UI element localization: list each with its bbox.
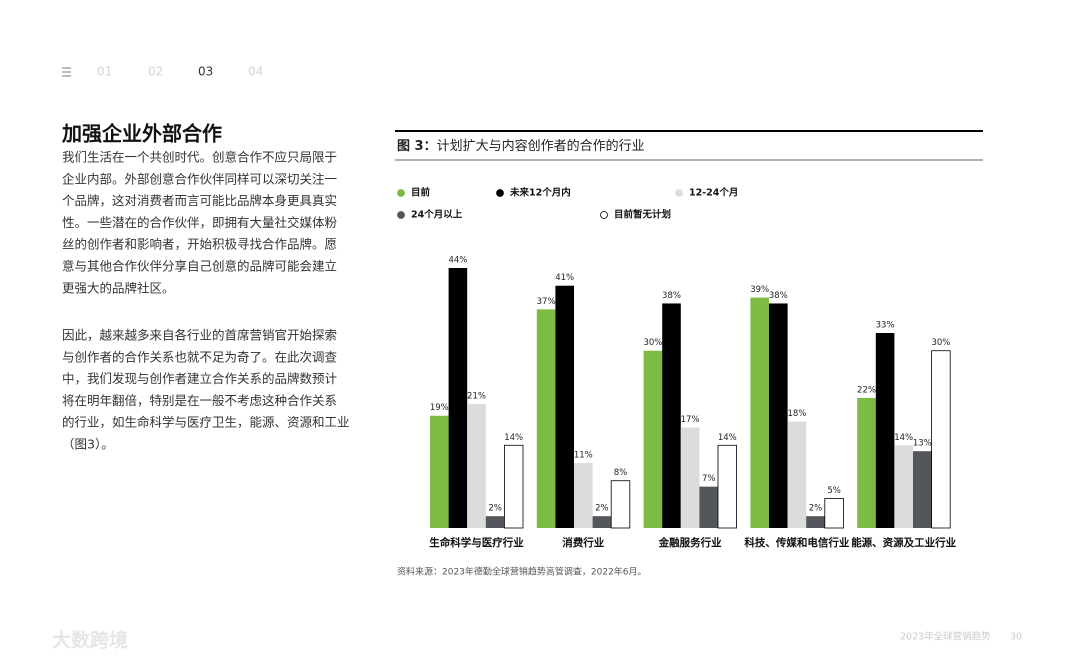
legend-marker	[397, 189, 405, 197]
value-label: 33%	[876, 321, 895, 331]
value-label: 14%	[894, 433, 913, 443]
bar	[750, 297, 769, 528]
chart-title: 图 3：计划扩大与内容创作者的合作的行业	[397, 138, 645, 154]
x-tick-label: 消费行业	[562, 536, 604, 549]
bar	[536, 309, 556, 528]
value-label: 17%	[681, 415, 700, 425]
body-line: 意与其他合作伙伴分享自己创意的品牌可能会建立	[62, 259, 337, 274]
value-label: 39%	[750, 285, 769, 295]
figure-label: 图 3：	[397, 139, 437, 154]
x-tick-label: 能源、资源及工业行业	[851, 536, 956, 549]
legend-label: 24个月以上	[411, 209, 463, 221]
value-label: 8%	[614, 468, 628, 478]
bar	[643, 350, 663, 528]
value-label: 2%	[595, 504, 609, 514]
bar	[610, 480, 631, 529]
body-text: 我们生活在一个共创时代。创意合作不应只局限于企业内部。外部创意合作伙伴同样可以深…	[62, 150, 350, 452]
bar	[824, 498, 844, 529]
value-label: 30%	[643, 338, 662, 348]
footer-title: 2023年全球营销趋势	[900, 631, 991, 643]
legend-label: 目前	[411, 187, 431, 199]
page-number: 30	[1010, 632, 1022, 643]
bar	[467, 403, 486, 528]
body-line: 因此，越来越多来自各行业的首席营销官开始探索	[62, 328, 337, 343]
value-label: 13%	[913, 439, 932, 449]
value-label: 21%	[467, 391, 486, 401]
body-line: 与创作者的合作关系也就不足为奇了。在此次调查	[62, 349, 338, 364]
bar	[894, 445, 913, 528]
bar	[913, 451, 932, 528]
watermark: 大数跨境	[52, 629, 128, 652]
value-label: 41%	[555, 273, 574, 283]
value-label: 7%	[702, 474, 716, 484]
bar	[430, 415, 449, 528]
bar	[555, 285, 574, 528]
body-line: （图3）。	[62, 437, 114, 452]
legend-marker	[496, 189, 504, 197]
bar	[857, 398, 876, 528]
value-label: 22%	[857, 386, 876, 396]
body-line: 我们生活在一个共创时代。创意合作不应只局限于	[62, 150, 337, 165]
nav-item[interactable]: 04	[248, 65, 263, 79]
legend-marker	[675, 189, 683, 197]
legend-marker	[397, 211, 405, 219]
bar	[699, 486, 718, 528]
nav-item[interactable]: 02	[148, 65, 163, 79]
value-label: 14%	[504, 433, 523, 443]
chart: 目前 未来12个月内 12-24个月 24个月以上 目前暂无计划 19% 44% 21% 2% 1…	[397, 187, 957, 549]
value-label: 18%	[787, 409, 806, 419]
legend-label: 12-24个月	[689, 187, 738, 199]
value-label: 14%	[718, 433, 737, 443]
menu-icon[interactable]	[62, 67, 71, 77]
body-line: 丝的创作者和影响者，开始积极寻找合作品牌。愿	[62, 237, 337, 252]
bar	[717, 444, 738, 529]
heading: 加强企业外部合作	[61, 122, 222, 146]
bar	[806, 516, 825, 528]
bar	[787, 421, 807, 528]
title: 计划扩大与内容创作者的合作的行业	[437, 138, 645, 154]
legend-label: 未来12个月内	[509, 187, 571, 199]
bar	[769, 303, 788, 528]
bar	[662, 303, 681, 528]
bar	[875, 333, 895, 528]
legend-marker	[600, 211, 608, 219]
value-label: 37%	[537, 297, 556, 307]
legend-label: 目前暂无计划	[614, 209, 671, 221]
value-label: 30%	[931, 338, 950, 348]
source: 资料来源：2023年德勤全球营销趋势高管调查，2022年6月。	[397, 566, 647, 578]
bar	[448, 268, 468, 528]
body-line: 将在明年翻倍，特别是在一般不考虑这种合作关系	[62, 393, 337, 408]
body-line: 的行业，如生命科学与医疗卫生，能源、资源和工业	[62, 415, 350, 430]
value-label: 19%	[430, 403, 449, 413]
value-label: 44%	[448, 256, 467, 266]
body-line: 个品牌，这对消费者而言可能比品牌本身更具真实	[62, 193, 337, 208]
bar	[680, 427, 700, 528]
value-label: 2%	[488, 504, 502, 514]
body-line: 企业内部。外部创意合作伙伴同样可以深切关注一	[62, 171, 337, 186]
bar	[503, 444, 524, 529]
bar	[485, 516, 505, 528]
bar	[574, 463, 593, 528]
body-line: 更强大的品牌社区。	[62, 280, 175, 295]
value-label: 11%	[574, 451, 593, 461]
nav-item[interactable]: 01	[97, 65, 112, 79]
bar	[592, 516, 612, 528]
x-tick-label: 生命科学与医疗行业	[429, 536, 524, 549]
x-tick-label: 科技、传媒和电信行业	[744, 536, 849, 549]
value-label: 38%	[662, 291, 681, 301]
body-line: 性。一些潜在的合作伙伴，即拥有大量社交媒体粉	[62, 215, 338, 230]
bar	[931, 350, 951, 529]
x-tick-label: 金融服务行业	[658, 536, 722, 549]
nav-item[interactable]: 03	[198, 65, 213, 79]
value-label: 2%	[809, 504, 823, 514]
body-line: 中，我们发现与创作者建立合作关系的品牌数预计	[62, 371, 337, 386]
value-label: 38%	[769, 291, 788, 301]
value-label: 5%	[827, 486, 841, 496]
